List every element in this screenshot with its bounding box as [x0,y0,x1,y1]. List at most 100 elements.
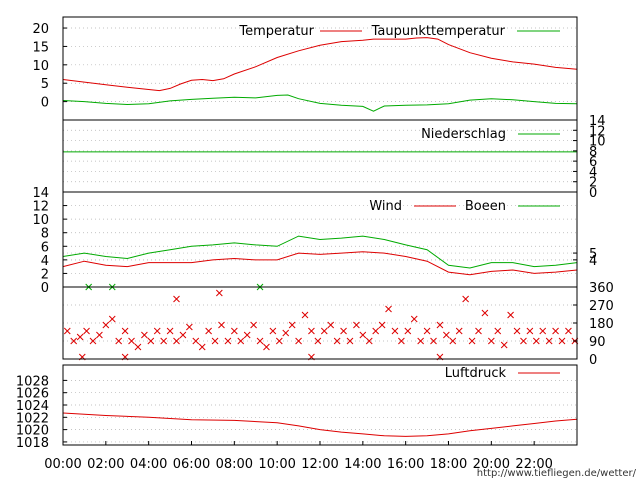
y2-tick-label: 90 [589,335,606,350]
wind-direction-marker [134,343,142,351]
wind-direction-marker [243,331,251,339]
wind-direction-marker [160,337,168,345]
wind-direction-marker [333,337,341,345]
wind-direction-marker [353,321,360,329]
y2-tick-label: 2 [589,176,597,191]
wind-direction-marker [256,337,264,345]
series-line-luftdruck [62,412,578,437]
y-tick-label: 12 [32,200,49,215]
panel-3 [62,205,578,276]
wind-direction-marker [455,327,463,335]
y2-tick-label: 14 [589,114,606,129]
wind-direction-marker [526,327,534,335]
wind-direction-marker [121,327,129,335]
wind-direction-marker [443,331,450,339]
wind-direction-marker [372,327,380,335]
x-tick-label: 20:00 [473,457,510,472]
wind-direction-marker [218,321,225,329]
wind-direction-marker [141,331,148,339]
wind-direction-marker [520,337,527,345]
wind-direction-marker [552,327,559,335]
y2-tick-label: 0 [589,186,597,201]
y-tick-label: 2 [41,267,49,282]
panel-2 [63,129,577,183]
series-line-temperatur [62,37,578,92]
wind-direction-marker [192,337,200,345]
wind-direction-marker [404,327,412,335]
wind-direction-marker [417,337,425,345]
wind-direction-marker [115,337,123,345]
wind-direction-marker [205,327,212,335]
y-tick-label: 10 [32,59,49,74]
y-tick-label: 20 [32,22,49,37]
wind-direction-marker [128,337,135,345]
wind-direction-marker [211,337,219,345]
y-tick-label: 0 [41,96,49,111]
wind-direction-marker [558,337,566,345]
x-tick-label: 12:00 [301,457,338,472]
y-tick-label: 5 [41,77,49,92]
wind-direction-marker [83,327,90,335]
wind-direction-marker [462,295,469,303]
y-tick-label: 0 [41,281,49,296]
wind-direction-marker [468,337,476,345]
y2-tick-label: 4 [589,254,597,269]
y2-tick-label: 180 [589,317,614,332]
x-tick-label: 16:00 [387,457,424,472]
wind-direction-marker [481,309,489,317]
wind-direction-marker [385,305,392,313]
wind-direction-marker [359,331,367,339]
wind-direction-marker [391,327,399,335]
wind-direction-marker [449,337,457,345]
y-tick-label: 1028 [16,374,49,389]
wind-direction-marker [430,337,437,345]
y-tick-label: 1022 [16,411,49,426]
y2-tick-label: 360 [589,281,614,296]
wind-direction-marker [475,327,482,335]
wind-direction-marker [314,337,322,345]
wind-direction-marker [282,329,290,337]
wind-direction-marker [198,343,206,351]
wind-direction-marker [423,327,431,335]
wind-direction-marker [102,321,110,329]
wind-direction-marker [275,337,283,345]
wind-direction-marker [269,327,277,335]
wind-direction-marker [513,327,521,335]
y-tick-label: 1020 [16,424,49,439]
wind-direction-marker [507,311,514,319]
wind-direction-marker [147,337,155,345]
x-tick-label: 02:00 [87,457,124,472]
wind-direction-marker [166,327,174,335]
wind-direction-marker [250,321,257,329]
wind-direction-marker [173,295,180,303]
wind-direction-marker [224,337,232,345]
y-tick-label: 6 [41,240,49,255]
wind-direction-marker [494,327,502,335]
legend-label: Niederschlag [421,127,506,142]
wind-direction-marker [320,327,328,335]
wind-direction-marker [365,337,373,345]
x-tick-label: 04:00 [130,457,167,472]
wind-direction-marker [179,331,187,339]
y2-tick-label: 4 [589,165,597,180]
wind-direction-marker [539,327,547,335]
wind-direction-marker [340,327,347,335]
wind-direction-marker [108,315,116,323]
wind-direction-marker [153,327,161,335]
panel-1 [62,27,578,112]
y-tick-label: 1024 [16,399,49,414]
y-tick-label: 1018 [16,436,49,451]
wind-direction-marker [173,337,180,345]
source-url: http://www.tiefliegen.de/wetter/ [477,468,637,479]
y-tick-label: 15 [32,40,49,55]
wind-direction-marker [288,321,296,329]
wind-direction-marker [327,321,335,329]
wind-direction-marker [398,337,405,345]
y2-tick-label: 10 [589,135,606,150]
y2-tick-label: 12 [589,124,606,139]
wind-direction-marker [378,321,386,329]
y-tick-label: 4 [41,254,49,269]
x-tick-label: 08:00 [216,457,253,472]
wind-direction-marker [63,327,71,335]
